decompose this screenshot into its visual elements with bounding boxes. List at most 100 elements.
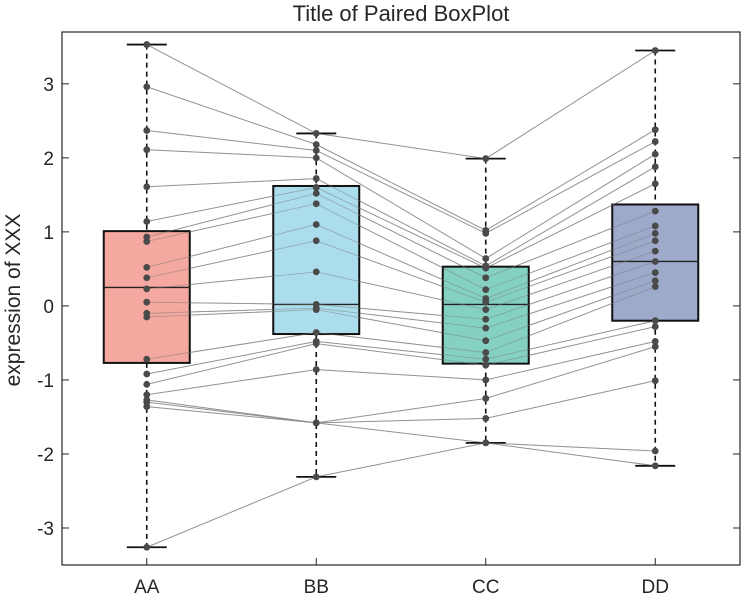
y-tick-label-5: 2 xyxy=(43,149,54,170)
data-point-3-2 xyxy=(482,255,490,262)
data-point-6-3 xyxy=(651,207,659,215)
data-point-15-3 xyxy=(651,317,659,325)
data-point-20-0 xyxy=(143,543,151,551)
pair-line-16 xyxy=(146,326,656,385)
pair-line-overlay-17 xyxy=(146,341,656,396)
pair-line-overlay-9 xyxy=(146,240,656,303)
data-point-14-1 xyxy=(312,329,320,336)
data-point-9-1 xyxy=(312,237,320,245)
data-point-2-3 xyxy=(651,138,659,145)
data-point-4-1 xyxy=(312,175,320,182)
pair-line-overlay-15 xyxy=(146,320,656,375)
data-point-4-3 xyxy=(651,163,659,171)
data-point-3-1 xyxy=(312,154,320,162)
data-point-1-3 xyxy=(651,126,659,134)
pair-line-17 xyxy=(146,340,656,396)
data-point-14-2 xyxy=(482,349,490,356)
pair-line-10 xyxy=(146,250,656,311)
pair-line-overlay-6 xyxy=(146,192,656,279)
data-point-19-2 xyxy=(482,415,490,422)
data-point-2-0 xyxy=(143,127,151,134)
pair-line-3 xyxy=(146,149,656,260)
data-point-8-3 xyxy=(651,229,659,237)
y-tick-label-3: 0 xyxy=(43,297,54,318)
pair-line-overlay-1 xyxy=(146,86,656,231)
data-point-7-2 xyxy=(482,286,490,294)
plot-area: -3 -2 -1 0 1 2 3 AA BB CC DD xyxy=(37,31,741,598)
pair-line-overlay-4 xyxy=(146,166,656,267)
x-tick-label-3: DD xyxy=(642,577,669,598)
pair-line-overlay-20 xyxy=(146,442,656,548)
data-point-8-1 xyxy=(312,221,320,228)
data-point-11-2 xyxy=(482,315,490,323)
data-point-10-3 xyxy=(651,247,659,255)
data-point-5-2 xyxy=(482,264,490,272)
data-point-7-0 xyxy=(143,238,151,245)
x-tick-label-2: CC xyxy=(472,577,499,598)
data-point-1-0 xyxy=(143,83,151,91)
data-point-1-1 xyxy=(312,141,320,148)
pair-line-5 xyxy=(146,183,656,269)
data-point-17-0 xyxy=(143,391,151,399)
data-point-0-1 xyxy=(312,130,320,137)
data-point-0-2 xyxy=(482,155,490,162)
data-point-16-3 xyxy=(651,323,659,331)
data-point-18-3 xyxy=(651,343,659,351)
pair-line-overlay-21 xyxy=(146,399,656,467)
x-tick-label-0: AA xyxy=(134,577,160,598)
data-point-21-3 xyxy=(651,462,659,470)
data-point-15-2 xyxy=(482,355,490,363)
data-point-15-0 xyxy=(143,370,151,378)
pair-line-overlay-0 xyxy=(146,44,656,160)
pair-line-overlay-11 xyxy=(146,261,656,320)
pair-line-overlay-3 xyxy=(146,149,656,259)
data-point-9-2 xyxy=(482,298,490,306)
pair-line-0 xyxy=(146,44,656,160)
y-tick-label-0: -3 xyxy=(37,519,54,540)
data-point-11-0 xyxy=(143,298,151,306)
pair-line-overlay-19 xyxy=(146,380,656,424)
data-point-12-3 xyxy=(651,269,659,276)
data-point-3-3 xyxy=(651,150,659,158)
pair-line-overlay-18 xyxy=(146,346,656,424)
data-point-5-1 xyxy=(312,184,320,191)
data-point-13-2 xyxy=(482,337,490,345)
pair-line-1 xyxy=(146,86,656,231)
data-point-10-2 xyxy=(482,306,490,314)
data-point-17-2 xyxy=(482,376,490,384)
data-point-6-2 xyxy=(482,274,490,282)
data-point-18-2 xyxy=(482,395,490,402)
pair-line-overlay-12 xyxy=(146,272,656,329)
pair-line-overlay-7 xyxy=(146,203,656,291)
data-point-14-3 xyxy=(651,283,659,291)
y-tick-label-2: -1 xyxy=(37,371,54,392)
data-point-6-1 xyxy=(312,189,320,197)
pair-line-overlay-10 xyxy=(146,250,656,311)
data-point-0-3 xyxy=(651,47,659,54)
y-tick-label-4: 1 xyxy=(43,223,54,244)
x-tick-label-1: BB xyxy=(304,577,329,598)
data-point-20-3 xyxy=(651,447,659,455)
data-point-8-0 xyxy=(143,264,151,271)
y-axis-label: expression of XXX xyxy=(2,214,25,387)
pair-line-20 xyxy=(146,442,656,548)
pair-line-4 xyxy=(146,166,656,267)
data-point-0-0 xyxy=(143,41,151,48)
data-point-16-1 xyxy=(312,340,320,348)
data-point-13-0 xyxy=(143,313,151,321)
data-point-3-0 xyxy=(143,146,151,154)
data-point-7-3 xyxy=(651,222,659,230)
data-point-5-0 xyxy=(143,218,151,225)
pair-line-overlay-13 xyxy=(146,280,656,342)
data-point-17-1 xyxy=(312,366,320,373)
data-point-2-2 xyxy=(482,229,490,237)
pair-line-overlay-8 xyxy=(146,224,656,299)
data-point-9-3 xyxy=(651,237,659,245)
data-point-13-3 xyxy=(651,277,659,285)
data-point-20-1 xyxy=(312,473,320,481)
data-point-4-0 xyxy=(143,183,151,191)
data-point-17-3 xyxy=(651,338,659,345)
data-point-11-3 xyxy=(651,258,659,265)
